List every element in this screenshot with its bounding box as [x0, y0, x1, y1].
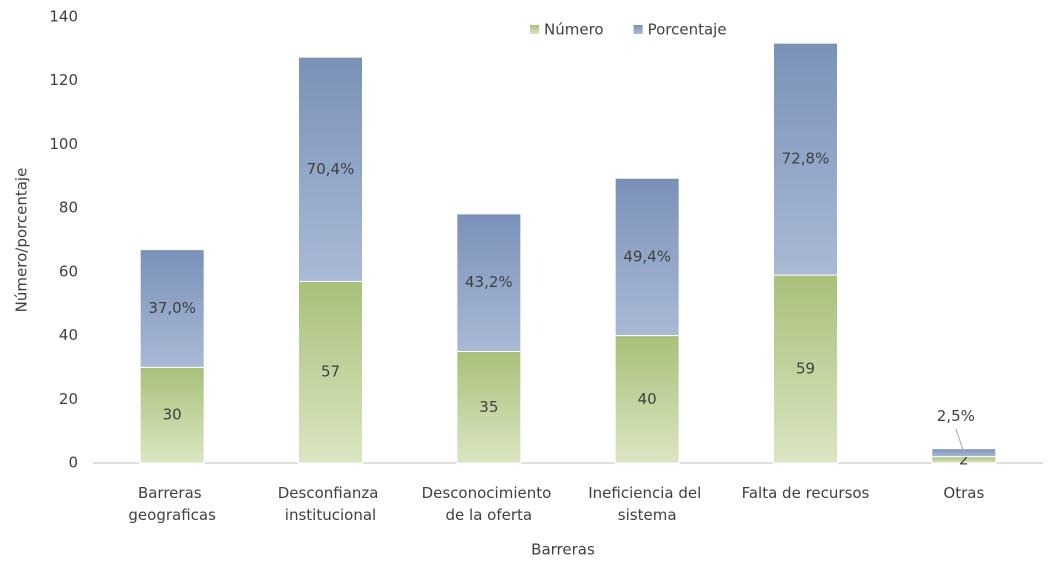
x-tick-line: Otras	[943, 484, 984, 502]
x-tick-line: Barreras	[138, 484, 206, 502]
legend-swatch	[530, 25, 539, 34]
y-tick-label: 80	[59, 199, 78, 217]
y-tick-label: 60	[59, 262, 78, 280]
x-tick-line: geograficas	[128, 506, 216, 524]
data-label: 59	[796, 360, 815, 378]
bar-segment	[456, 213, 522, 352]
bar-segment	[456, 351, 522, 464]
y-tick-label: 20	[59, 390, 78, 408]
bar-segment	[298, 56, 363, 282]
legend-label: Número	[544, 21, 604, 39]
y-tick-label: 120	[49, 71, 78, 89]
bar-segment	[773, 42, 838, 276]
bar-segment	[139, 366, 205, 464]
data-label: 2	[959, 450, 969, 468]
data-label: 2,5%	[937, 407, 975, 425]
data-label: 37,0%	[148, 299, 196, 317]
x-tick-label: Otras	[943, 484, 984, 502]
y-tick-label: 140	[49, 8, 78, 26]
x-tick-label: Barreras geograficas	[128, 484, 216, 524]
x-tick-line: Falta de recursos	[742, 484, 870, 502]
data-label: 49,4%	[623, 247, 671, 265]
y-tick-label: 0	[68, 454, 78, 472]
bar-segment	[614, 335, 680, 464]
x-tick-line: de la oferta	[446, 506, 533, 524]
bar-segment	[773, 274, 838, 464]
data-label: 57	[321, 363, 340, 381]
x-tick-label: Desconocimiento de la oferta	[422, 484, 556, 524]
y-tick-label: 40	[59, 326, 78, 344]
data-label: 40	[638, 390, 657, 408]
x-tick-line: Desconfianza	[278, 484, 384, 502]
bar-segment	[139, 249, 205, 368]
data-label: 70,4%	[307, 160, 355, 178]
data-label: 43,2%	[465, 273, 513, 291]
data-label: 35	[479, 398, 498, 416]
x-tick-line: sistema	[618, 506, 677, 524]
data-label: 72,8%	[782, 150, 830, 168]
y-axis-title: Número/porcentaje	[13, 168, 31, 313]
x-tick-line: Desconocimiento	[422, 484, 556, 502]
x-tick-line: institucional	[285, 506, 376, 524]
bar-segment	[614, 177, 680, 337]
legend-swatch	[633, 25, 643, 34]
x-axis-title: Barreras	[531, 541, 595, 559]
leader-line	[955, 428, 965, 453]
x-tick-label: Falta de recursos	[742, 484, 870, 502]
x-tick-label: Desconfianza institucional	[278, 484, 384, 524]
x-tick-label: Ineficiencia del sistema	[588, 484, 706, 524]
legend-label: Porcentaje	[648, 21, 727, 39]
y-tick-label: 100	[49, 135, 78, 153]
x-tick-line: Ineficiencia del	[588, 484, 706, 502]
data-label: 30	[163, 406, 182, 424]
